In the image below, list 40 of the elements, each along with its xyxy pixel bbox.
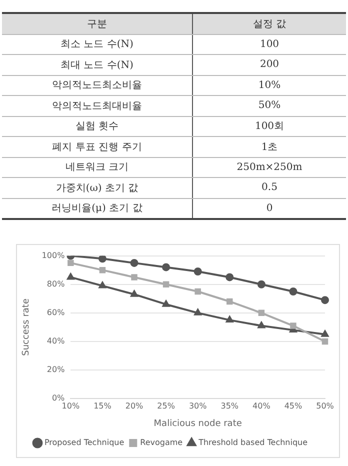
x-tick-label: 10% — [62, 401, 80, 410]
x-tick-label: 35% — [220, 401, 239, 410]
x-tick-label: 20% — [125, 401, 144, 410]
y-tick-label: 80% — [46, 279, 66, 288]
legend-label: Threshold based Technique — [198, 438, 308, 448]
y-tick-label: 100% — [42, 250, 66, 260]
x-tick-label: 45% — [284, 401, 302, 410]
y-tick-label: 60% — [46, 308, 66, 317]
text: 실험 횟수 — [2, 116, 192, 136]
x-axis-title: Malicious node rate — [154, 418, 242, 429]
text: 10% — [192, 75, 346, 96]
text: 악의적노드최대비율 — [2, 96, 192, 116]
text: 최대 노드 수(N) — [2, 54, 192, 75]
text: 200 — [192, 54, 346, 75]
text: 설정 값 — [192, 13, 346, 34]
text: 100회 — [192, 116, 346, 136]
text: 최소 노드 수(N) — [2, 34, 192, 54]
text: 0 — [192, 198, 346, 219]
y-tick-label: 0% — [52, 394, 66, 403]
text: 1초 — [192, 136, 346, 157]
legend-label: Revogame — [140, 438, 183, 448]
x-tick-label: 50% — [316, 401, 334, 410]
text: 100 — [192, 34, 346, 54]
text: 러닝비율(μ) 초기 값 — [2, 198, 192, 219]
text: 구분 — [2, 13, 192, 34]
x-tick-label: 40% — [252, 401, 271, 410]
text: 0.5 — [192, 178, 346, 198]
y-axis-title: Success rate — [22, 298, 32, 356]
text: 폐지 투표 진행 주기 — [2, 136, 192, 157]
legend-label: Proposed Technique — [44, 438, 124, 448]
text: 50% — [192, 96, 346, 116]
text: 가중치(ω) 초기 값 — [2, 178, 192, 198]
text: 250m×250m — [192, 157, 346, 178]
y-tick-label: 20% — [46, 365, 66, 374]
y-tick-label: 40% — [46, 336, 66, 346]
x-tick-label: 30% — [188, 401, 208, 410]
text: 네트워크 크기 — [2, 157, 192, 178]
x-tick-label: 25% — [157, 401, 176, 410]
x-tick-label: 15% — [94, 401, 112, 410]
text: 악의적노드최소비율 — [2, 75, 192, 96]
